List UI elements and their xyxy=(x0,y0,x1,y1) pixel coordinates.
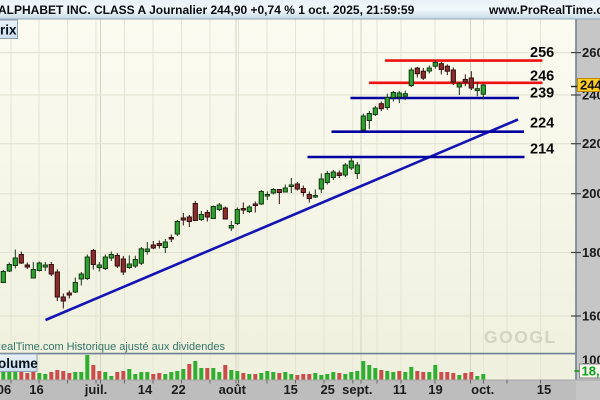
svg-text:15: 15 xyxy=(283,382,297,397)
svg-text:246: 246 xyxy=(530,69,554,85)
svg-text:200: 200 xyxy=(582,186,600,201)
svg-text:16: 16 xyxy=(29,382,43,397)
svg-text:160: 160 xyxy=(582,309,600,324)
svg-text:214: 214 xyxy=(530,142,554,158)
svg-text:18,: 18, xyxy=(582,364,600,379)
svg-text:Prix: Prix xyxy=(0,23,17,38)
svg-text:260: 260 xyxy=(582,45,600,60)
svg-text:sept.: sept. xyxy=(342,382,372,397)
svg-text:oct.: oct. xyxy=(471,382,494,397)
svg-text:août: août xyxy=(219,382,247,397)
svg-text:180: 180 xyxy=(582,245,600,260)
svg-text:www.ProRealTime.com: www.ProRealTime.com xyxy=(488,3,600,17)
svg-text:ProRealTime.com Historique aj: ProRealTime.com Historique ajusté aux di… xyxy=(0,341,226,353)
svg-text:224: 224 xyxy=(530,116,554,132)
svg-text:ALPHABET INC. CLASS A Journali: ALPHABET INC. CLASS A Journalier 244,90 … xyxy=(0,3,415,17)
svg-text:239: 239 xyxy=(530,86,554,102)
svg-text:Volume: Volume xyxy=(0,356,38,371)
svg-text:juil.: juil. xyxy=(84,382,107,397)
svg-text:22: 22 xyxy=(171,382,185,397)
svg-text:15: 15 xyxy=(537,382,551,397)
svg-text:06: 06 xyxy=(0,382,11,397)
svg-text:GOOGL: GOOGL xyxy=(484,327,557,347)
svg-text:220: 220 xyxy=(582,136,600,151)
svg-text:256: 256 xyxy=(530,45,554,61)
svg-text:25: 25 xyxy=(320,382,334,397)
svg-text:19: 19 xyxy=(428,382,442,397)
svg-text:244: 244 xyxy=(580,78,600,93)
svg-text:11: 11 xyxy=(393,382,407,397)
svg-text:14: 14 xyxy=(138,382,153,397)
